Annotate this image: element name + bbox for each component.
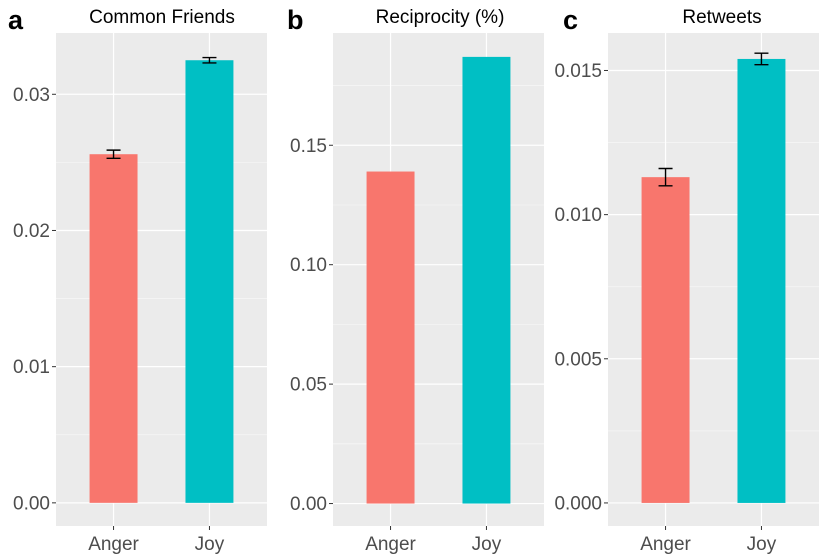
bar-joy <box>462 56 511 504</box>
panel-title: Retweets <box>682 7 761 28</box>
x-tick-label: Anger <box>365 534 416 555</box>
x-tick-label: Joy <box>472 534 502 555</box>
y-tick-label: 0.01 <box>13 357 50 378</box>
panel-title: Common Friends <box>89 7 235 28</box>
plot-background <box>333 33 544 526</box>
bar-joy <box>185 60 234 503</box>
y-tick-label: 0.000 <box>554 493 602 514</box>
bar-anger <box>366 171 415 504</box>
panel-letter: c <box>563 5 578 35</box>
y-tick-label: 0.00 <box>13 493 50 514</box>
y-tick-label: 0.10 <box>290 255 327 276</box>
y-tick-label: 0.005 <box>554 349 602 370</box>
panel-b: 0.00 0.05 0.10 0.15 Anger Joy Reciprocity (%) b <box>287 5 544 555</box>
y-tick-label: 0.00 <box>290 494 327 515</box>
x-tick-label: Anger <box>88 534 139 555</box>
panel-title: Reciprocity (%) <box>376 7 505 28</box>
error-bar-anger <box>106 149 121 159</box>
panel-letter: b <box>287 5 304 35</box>
y-tick-label: 0.15 <box>290 136 327 157</box>
bar-anger <box>641 177 690 503</box>
panel-letter: a <box>8 5 24 35</box>
y-tick-label: 0.02 <box>13 221 50 242</box>
panel-a: 0.00 0.01 0.02 0.03 Anger Joy Common Friends a <box>8 5 267 555</box>
bar-anger <box>89 154 138 503</box>
y-tick-label: 0.010 <box>554 205 602 226</box>
y-tick-label: 0.05 <box>290 375 327 396</box>
bar-joy <box>737 58 786 503</box>
plot-background <box>608 33 819 526</box>
error-bar-joy <box>202 56 217 64</box>
panel-c: 0.000 0.005 0.010 0.015 Anger Joy Retweets c <box>554 5 819 555</box>
error-bar-anger <box>658 167 673 187</box>
y-tick-label: 0.03 <box>13 85 50 106</box>
x-tick-label: Joy <box>195 534 225 555</box>
x-tick-label: Anger <box>640 534 691 555</box>
x-tick-label: Joy <box>747 534 777 555</box>
error-bar-joy <box>754 52 769 66</box>
y-tick-label: 0.015 <box>554 61 602 82</box>
plot-background <box>56 33 267 526</box>
